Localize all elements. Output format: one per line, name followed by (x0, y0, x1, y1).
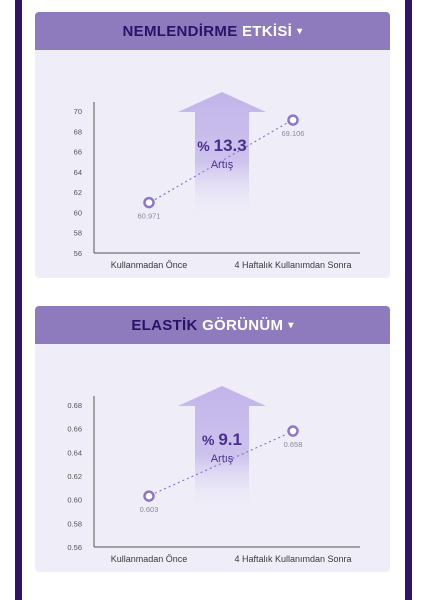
change-word: Artış (211, 453, 234, 465)
series-line (154, 122, 288, 201)
y-tick-label: 56 (74, 249, 82, 258)
y-tick-label: 0.68 (67, 401, 82, 410)
series-line (154, 433, 288, 494)
page-content: NEMLENDİRME ETKİSİ ▾ % 13.3 Artış 56 58 60 62 6… (22, 0, 405, 600)
x-category-label: 4 Haftalık Kullanımdan Sonra (234, 260, 351, 270)
left-frame-bar (15, 0, 22, 600)
elastic-look-card: ELASTİK GÖRÜNÜM ▾ % 9.1 Artış 0.56 0.58 0.60 0… (35, 306, 390, 572)
data-point (287, 425, 299, 437)
y-tick-label: 0.60 (67, 496, 82, 505)
x-category-label: 4 Haftalık Kullanımdan Sonra (234, 554, 351, 564)
right-frame-bar (405, 0, 412, 600)
chevron-down-icon: ▾ (297, 25, 303, 37)
data-label: 60.971 (138, 212, 161, 221)
chevron-down-icon: ▾ (288, 319, 294, 331)
moisturizing-effect-chart: % 13.3 Artış 56 58 60 62 64 66 68 70 Kullanmadan Ö… (74, 92, 360, 270)
y-tick-label: 0.64 (67, 448, 82, 457)
percent-change: % 9.1 (202, 430, 242, 449)
y-tick-label: 0.56 (67, 543, 82, 552)
elastic-look-chart: % 9.1 Artış 0.56 0.58 0.60 0.62 0.64 0.66 0.68 Ku… (67, 386, 360, 564)
y-tick-label: 70 (74, 107, 82, 116)
increase-arrow (178, 386, 266, 512)
y-tick-label: 58 (74, 229, 82, 238)
y-tick-label: 0.62 (67, 472, 82, 481)
y-tick-label: 0.66 (67, 425, 82, 434)
data-label: 0.603 (140, 505, 159, 514)
y-tick-label: 66 (74, 148, 82, 157)
data-point (143, 196, 155, 209)
change-word: Artış (211, 159, 234, 171)
data-label: 0.658 (284, 440, 303, 449)
y-tick-label: 62 (74, 188, 82, 197)
data-point (287, 114, 299, 126)
y-tick-label: 0.58 (67, 519, 82, 528)
increase-arrow (178, 92, 266, 218)
moisturizing-effect-card: NEMLENDİRME ETKİSİ ▾ % 13.3 Artış 56 58 60 62 6… (35, 12, 390, 278)
data-point (143, 490, 155, 502)
percent-change: % 13.3 (197, 136, 246, 155)
y-tick-label: 64 (74, 168, 82, 177)
y-tick-label: 60 (74, 208, 82, 217)
header-title-light: ETKİSİ (241, 22, 293, 40)
y-tick-label: 68 (74, 127, 82, 136)
card-header[interactable]: ELASTİK GÖRÜNÜM ▾ (35, 306, 390, 344)
header-title-dark: ELASTİK (131, 316, 198, 334)
header-title-dark: NEMLENDİRME (122, 22, 238, 40)
data-label: 69.106 (282, 129, 305, 138)
x-category-label: Kullanmadan Önce (111, 554, 188, 564)
header-title-light: GÖRÜNÜM (202, 316, 284, 334)
card-header[interactable]: NEMLENDİRME ETKİSİ ▾ (35, 12, 390, 50)
x-category-label: Kullanmadan Önce (111, 260, 188, 270)
